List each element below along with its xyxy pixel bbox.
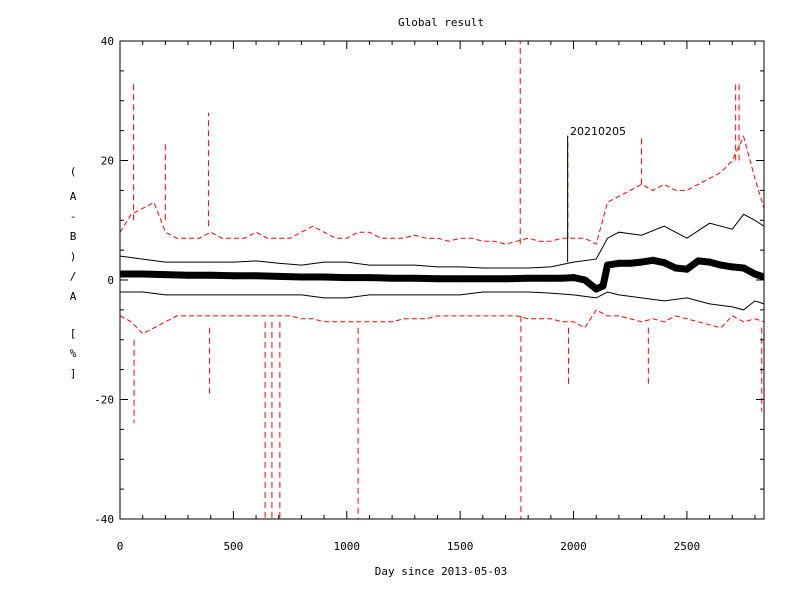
x-tick-label: 1500 (447, 540, 474, 553)
series-point (524, 274, 532, 282)
series-point (479, 275, 487, 283)
series-point (683, 265, 691, 273)
y-axis-label-char: ] (70, 367, 77, 380)
series-point (615, 259, 623, 267)
series-point (320, 273, 328, 281)
series-point (717, 261, 725, 269)
series-point (547, 274, 555, 282)
series-point (706, 258, 714, 266)
y-axis-label-char: / (70, 270, 77, 283)
series-line-2 (120, 213, 764, 269)
y-axis-label-char: A (70, 190, 77, 203)
series-point (139, 270, 147, 278)
series-point (558, 274, 566, 282)
y-axis-label-char: % (70, 347, 77, 360)
series-point (570, 274, 578, 282)
series-point (252, 272, 260, 280)
y-axis-label-char: B (70, 230, 77, 243)
series-point (207, 271, 215, 279)
series-point (694, 257, 702, 265)
series-point (760, 273, 764, 281)
series-point (343, 274, 351, 282)
series-line-3 (120, 291, 764, 311)
series-point (592, 285, 600, 293)
x-tick-label: 2500 (674, 540, 701, 553)
series-point (456, 275, 464, 283)
series-line-4 (120, 135, 764, 245)
y-axis-label-char: ( (70, 165, 77, 178)
series-point (599, 282, 607, 290)
series-point (120, 270, 124, 278)
series-point (184, 271, 192, 279)
series-point (638, 258, 646, 266)
series-point (660, 259, 668, 267)
annotation-label: 20210205 (570, 125, 626, 138)
x-tick-label: 500 (223, 540, 243, 553)
series-point (365, 274, 373, 282)
series-point (161, 271, 169, 279)
series-point (672, 264, 680, 272)
series-point (728, 263, 736, 271)
series-point (388, 274, 396, 282)
axis-ticks: 0 500 1000 1500 2000 2500 -40 -20 0 20 40 (94, 35, 764, 553)
series-point (649, 256, 657, 264)
y-tick-label: 20 (101, 155, 114, 168)
x-tick-label: 2000 (560, 540, 587, 553)
chart-title: Global result (398, 16, 484, 29)
y-tick-label: 0 (107, 274, 114, 287)
series-point (604, 261, 612, 269)
series-line-1 (120, 256, 764, 293)
x-tick-label: 1000 (334, 540, 361, 553)
series-point (229, 272, 237, 280)
series-point (740, 264, 748, 272)
series-point (581, 276, 589, 284)
y-tick-label: -20 (94, 394, 114, 407)
series-point (275, 272, 283, 280)
y-axis-label-char: - (70, 210, 77, 223)
y-axis-label-char: ) (70, 250, 77, 263)
y-tick-label: -40 (94, 513, 114, 526)
series-point (751, 270, 759, 278)
y-axis-label-char: A (70, 290, 77, 303)
y-tick-label: 40 (101, 35, 114, 48)
y-axis-label-char: [ (70, 327, 77, 340)
x-tick-label: 0 (117, 540, 124, 553)
series-point (626, 259, 634, 267)
x-axis-label: Day since 2013-05-03 (375, 565, 507, 578)
series-point (411, 274, 419, 282)
series-point (501, 275, 509, 283)
y-axis-label: ( A - B) / A [%] (70, 165, 77, 380)
series-point (433, 275, 441, 283)
series-point (297, 273, 305, 281)
